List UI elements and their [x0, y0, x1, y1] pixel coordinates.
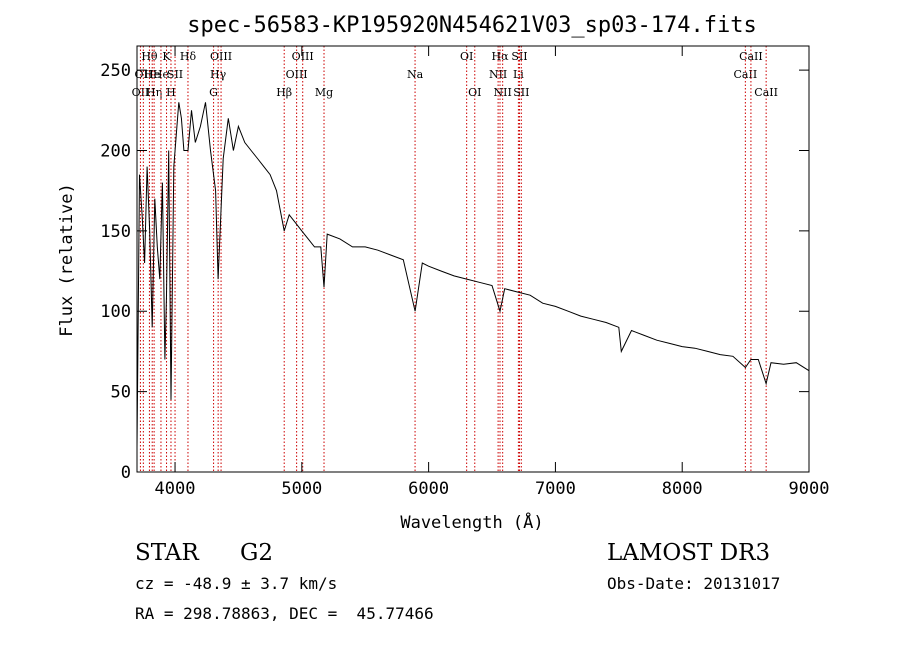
velocity-readout: cz = -48.9 ± 3.7 km/s — [135, 574, 338, 593]
line-marker-label-11: Hγ — [210, 68, 227, 81]
line-marker-label-16: Mg — [315, 86, 333, 99]
line-marker-label-25: SII — [513, 86, 529, 99]
object-subclass: G2 — [240, 540, 274, 566]
line-marker-label-17: Na — [407, 68, 424, 81]
line-marker-label-1: OII — [134, 68, 152, 81]
line-marker-label-0: OII — [132, 86, 150, 99]
line-marker-label-13: Hβ — [276, 86, 292, 99]
line-marker-label-12: OIII — [210, 50, 232, 63]
object-class: STAR — [135, 540, 199, 566]
spectral-line-markers: OIIOIIHθHeHηHeKHSIIHδGHγOIIIHβOIIIOIIIMg… — [132, 46, 778, 472]
line-marker-label-24: SII — [511, 50, 527, 63]
y-tick-label-0: 0 — [121, 463, 131, 483]
line-marker-label-9: Hδ — [180, 50, 197, 63]
plot-frame — [136, 45, 810, 473]
y-tick-label-5: 250 — [100, 61, 131, 81]
x-tick-label-5: 9000 — [789, 479, 830, 499]
y-tick-label-1: 50 — [111, 383, 131, 403]
line-marker-label-10: G — [209, 86, 218, 99]
observation-date: Obs-Date: 20131017 — [607, 574, 781, 593]
line-marker-label-2: Hθ — [141, 50, 158, 63]
x-tick-label-4: 8000 — [662, 479, 703, 499]
line-marker-label-7: H — [166, 86, 176, 99]
survey-name: LAMOST DR3 — [607, 540, 771, 566]
line-marker-label-6: K — [162, 50, 171, 63]
line-marker-label-15: OIII — [292, 50, 314, 63]
line-marker-label-28: CaII — [754, 86, 778, 99]
line-marker-label-8: SII — [167, 68, 183, 81]
line-marker-label-26: CaII — [734, 68, 758, 81]
line-marker-label-4: Hη — [146, 86, 162, 99]
y-axis-label: Flux (relative) — [57, 183, 77, 337]
line-marker-label-3: He — [144, 68, 160, 81]
coordinates-readout: RA = 298.78863, DEC = 45.77466 — [135, 604, 434, 623]
x-tick-label-1: 5000 — [281, 479, 322, 499]
line-marker-label-20: NII — [489, 68, 507, 81]
spectrum-line — [136, 102, 810, 448]
x-axis-label: Wavelength (Å) — [400, 511, 543, 533]
axes: 4000 5000 6000 7000 8000 9000 0 50 100 150 200 250 — [100, 46, 829, 499]
y-tick-label-2: 100 — [100, 302, 131, 322]
line-marker-label-18: OI — [460, 50, 473, 63]
y-tick-label-3: 150 — [100, 222, 131, 242]
chart-title: spec-56583-KP195920N454621V03_sp03-174.f… — [187, 13, 757, 38]
line-marker-label-21: Hα — [491, 50, 509, 63]
x-tick-label-2: 6000 — [408, 479, 449, 499]
line-marker-label-23: Li — [513, 68, 524, 81]
y-tick-label-4: 200 — [100, 141, 131, 161]
x-tick-label-0: 4000 — [155, 479, 196, 499]
line-marker-label-27: CaII — [739, 50, 763, 63]
x-tick-label-3: 7000 — [535, 479, 576, 499]
line-marker-label-14: OIII — [286, 68, 308, 81]
line-marker-label-19: OI — [468, 86, 481, 99]
line-marker-label-5: He — [153, 68, 169, 81]
line-marker-label-22: NII — [494, 86, 512, 99]
